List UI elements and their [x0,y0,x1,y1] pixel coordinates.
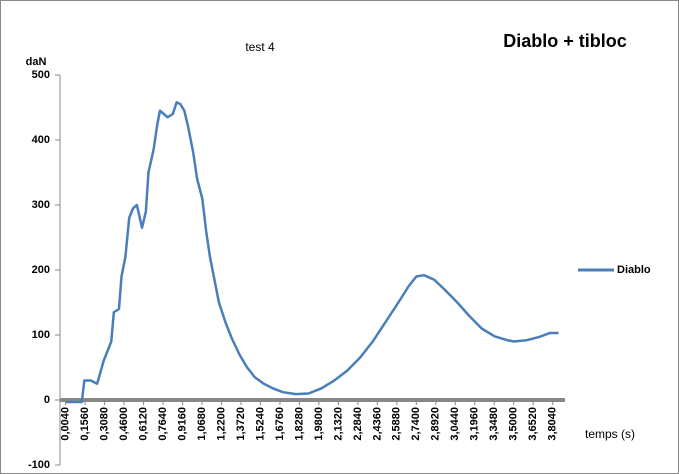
x-tick-label: 0,4600 [118,407,130,441]
data-line [65,101,559,404]
x-tick-label: 1,9800 [313,407,325,441]
x-tick-label: 2,1320 [332,407,344,441]
y-tick-label: 300 [32,199,50,211]
x-tick-label: 1,2200 [215,407,227,441]
x-tick-label: 1,8280 [293,407,305,441]
x-tick-label: 0,1560 [79,407,91,441]
x-tick-label: 0,0040 [60,407,72,441]
x-tick-label: 2,5880 [391,407,403,441]
y-tick-label: 400 [32,134,50,146]
x-tick-label: 3,0440 [449,407,461,441]
x-tick-label: 3,1960 [469,407,481,441]
y-tick-label: 0 [44,394,50,406]
x-tick-label: 0,3080 [99,407,111,441]
x-tick-label: 2,2840 [352,407,364,441]
x-tick-label: 3,6520 [527,407,539,441]
x-tick-label: 1,3720 [235,407,247,441]
y-tick-label: 100 [32,329,50,341]
x-tick-label: 1,5240 [254,407,266,441]
x-tick-label: 1,0680 [196,407,208,441]
x-tick-label: 3,5000 [508,407,520,441]
x-tick-label: 2,4360 [371,407,383,441]
x-tick-label: 0,9160 [176,407,188,441]
x-tick-label: 1,6760 [274,407,286,441]
y-tick-label: 500 [32,69,50,81]
x-tick-label: 3,3480 [488,407,500,441]
annotation: Diablo + tibloc [503,31,627,51]
chart-title: test 4 [245,40,275,54]
y-axis-label: daN [26,56,47,68]
y-tick-label: 200 [32,264,50,276]
x-tick-label: 0,7640 [157,407,169,441]
legend-label: Diablo [617,264,651,276]
x-axis-label: temps (s) [585,427,635,441]
x-tick-label: 3,8040 [547,407,559,441]
x-tick-label: 0,6120 [137,407,149,441]
x-tick-label: 2,8920 [430,407,442,441]
y-tick-label: -100 [28,459,50,471]
x-tick-label: 2,7400 [410,407,422,441]
